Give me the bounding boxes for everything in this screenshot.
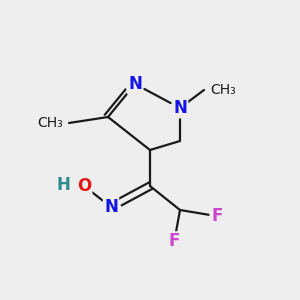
Text: O: O bbox=[77, 177, 91, 195]
Text: F: F bbox=[168, 232, 180, 250]
Text: N: N bbox=[173, 99, 187, 117]
Text: N: N bbox=[128, 75, 142, 93]
Text: CH₃: CH₃ bbox=[210, 83, 236, 97]
Text: N: N bbox=[104, 198, 118, 216]
Text: H: H bbox=[57, 176, 70, 194]
Text: CH₃: CH₃ bbox=[37, 116, 63, 130]
Text: F: F bbox=[212, 207, 223, 225]
